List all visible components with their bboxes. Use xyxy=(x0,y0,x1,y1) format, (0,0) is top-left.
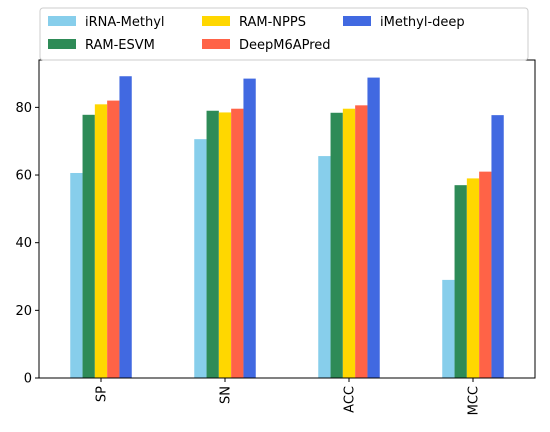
legend-label: iRNA-Methyl xyxy=(85,15,165,30)
legend-swatch xyxy=(343,16,371,26)
x-tick-label: SP xyxy=(95,386,110,402)
legend-label: iMethyl-deep xyxy=(380,15,465,30)
legend-label: DeepM6APred xyxy=(239,38,331,53)
bar-imethyl-deep-mcc xyxy=(491,115,504,378)
y-tick-label: 20 xyxy=(15,304,32,319)
bar-ram-esvm-sn xyxy=(206,110,219,379)
x-tick-label: SN xyxy=(219,386,234,404)
bars-layer xyxy=(70,76,504,379)
bar-irna-methyl-mcc xyxy=(442,279,455,378)
bar-ram-esvm-mcc xyxy=(454,185,467,378)
y-tick-label: 80 xyxy=(15,101,32,116)
bar-ram-npps-sn xyxy=(218,112,232,378)
bar-imethyl-deep-acc xyxy=(367,77,380,378)
bar-deepm6apred-mcc xyxy=(479,171,492,378)
bar-deepm6apred-acc xyxy=(355,105,368,378)
legend-frame xyxy=(39,7,529,61)
y-tick-label: 40 xyxy=(15,236,32,251)
x-tick-label: ACC xyxy=(343,386,358,413)
bar-irna-methyl-sn xyxy=(194,139,207,378)
bar-ram-npps-mcc xyxy=(466,178,480,378)
legend-swatch xyxy=(202,39,230,49)
y-tick-label: 60 xyxy=(15,169,32,184)
bar-irna-methyl-acc xyxy=(318,156,331,378)
legend-label: RAM-ESVM xyxy=(85,38,155,53)
bar-deepm6apred-sn xyxy=(231,108,244,379)
bar-ram-esvm-sp xyxy=(82,114,95,379)
legend-swatch xyxy=(48,39,76,49)
legend: iRNA-Methyl RAM-ESVM RAM-NPPS DeepM6APred iM… xyxy=(39,7,529,61)
bar-irna-methyl-sp xyxy=(70,172,83,378)
bar-ram-npps-acc xyxy=(342,108,356,379)
bar-deepm6apred-sp xyxy=(107,100,120,378)
bar-imethyl-deep-sp xyxy=(119,76,132,379)
bar-ram-esvm-acc xyxy=(330,112,343,379)
legend-swatch xyxy=(202,16,230,26)
bar-imethyl-deep-sn xyxy=(243,78,256,379)
y-tick-label: 0 xyxy=(24,372,32,387)
legend-label: RAM-NPPS xyxy=(239,15,306,30)
legend-swatch xyxy=(48,16,76,26)
bar-ram-npps-sp xyxy=(94,104,108,378)
x-tick-label: MCC xyxy=(467,386,482,415)
axes-layer: 0 20 40 60 80 SP SN ACC MCC xyxy=(15,59,536,415)
